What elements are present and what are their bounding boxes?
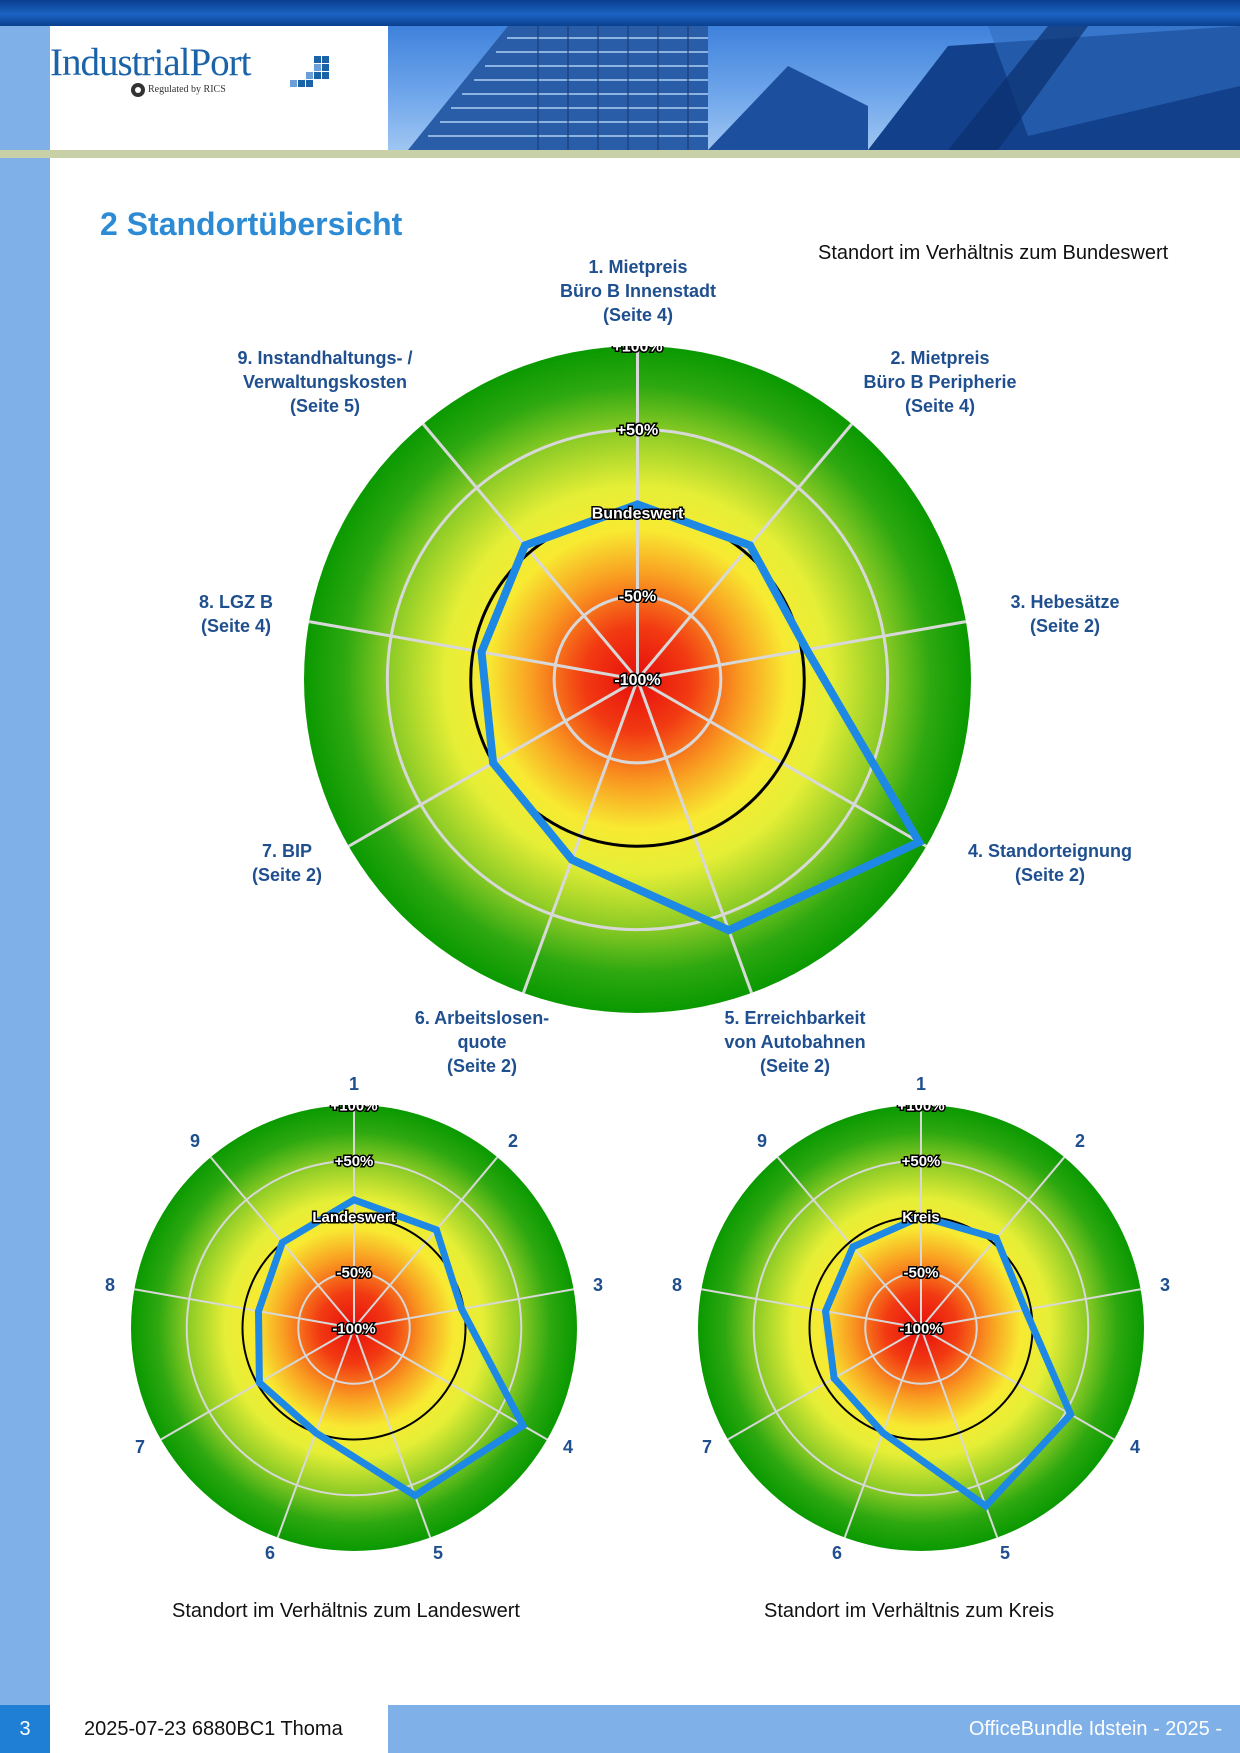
tick-label: Kreis bbox=[902, 1209, 940, 1226]
reference-ring bbox=[469, 511, 806, 848]
header-top-bar bbox=[0, 0, 1240, 26]
tick-label: -100% bbox=[332, 1320, 375, 1337]
rics-seal-icon bbox=[130, 82, 146, 103]
kreis-axis-num-9: 9 bbox=[756, 1131, 767, 1151]
data-point bbox=[459, 1307, 464, 1312]
logo-word-industrial: Industrial bbox=[50, 41, 190, 84]
main-chart-caption: Standort im Verhältnis zum Bundeswert bbox=[818, 242, 1169, 264]
footer-doc-title: OfficeBundle Idstein - 2025 - bbox=[968, 1718, 1222, 1740]
data-point bbox=[569, 857, 574, 862]
footer: 3 2025-07-23 6880BC1 Thoma OfficeBundle … bbox=[0, 1705, 1240, 1753]
data-point bbox=[983, 1504, 988, 1509]
radar-chart-kreis: +100% +50% Kreis -50% -100% bbox=[698, 1105, 1144, 1551]
data-point bbox=[748, 543, 753, 548]
logo-wordmark: IndustrialPort bbox=[50, 40, 251, 85]
kreis-axis-num-3: 3 bbox=[1159, 1275, 1170, 1295]
tick-label: -50% bbox=[619, 589, 656, 606]
tick-label: +100% bbox=[612, 346, 662, 356]
kreis-axis-num-2: 2 bbox=[1074, 1131, 1085, 1151]
data-point bbox=[413, 1493, 418, 1498]
axis-label-4: 4. Standorteignung (Seite 2) bbox=[968, 841, 1132, 885]
tick-label: -100% bbox=[614, 672, 660, 689]
axis-label-1: 1. Mietpreis Büro B Innenstadt (Seite 4) bbox=[560, 257, 716, 325]
footer-meta: 2025-07-23 6880BC1 Thoma bbox=[84, 1718, 343, 1740]
kreis-axis-num-4: 4 bbox=[1129, 1437, 1140, 1457]
landes-axis-num-5: 5 bbox=[432, 1543, 443, 1563]
kreis-axis-num-1: 1 bbox=[915, 1074, 926, 1094]
tick-label: +100% bbox=[330, 1105, 377, 1114]
landes-axis-num-7: 7 bbox=[134, 1437, 145, 1457]
header-banner-image bbox=[388, 26, 1240, 150]
series-line bbox=[254, 1195, 528, 1500]
data-point bbox=[994, 1236, 999, 1241]
data-point bbox=[352, 1197, 356, 1202]
footer-title-bar: OfficeBundle Idstein - 2025 - bbox=[388, 1705, 1240, 1753]
data-point bbox=[479, 649, 484, 654]
radar-chart-landeswert: +100% +50% Landeswert -50% -100% bbox=[131, 1105, 577, 1551]
landes-axis-num-1: 1 bbox=[348, 1074, 359, 1094]
kreis-axis-num-8: 8 bbox=[671, 1275, 682, 1295]
data-point bbox=[257, 1380, 262, 1385]
header-divider bbox=[0, 150, 1240, 158]
data-point bbox=[850, 1244, 855, 1249]
tick-label: +50% bbox=[617, 422, 658, 439]
data-point bbox=[280, 1240, 285, 1245]
tick-label: -50% bbox=[336, 1265, 371, 1282]
page-title: 2 Standortübersicht bbox=[100, 206, 403, 242]
data-point bbox=[256, 1309, 261, 1314]
data-point bbox=[832, 1376, 837, 1381]
landes-axis-num-8: 8 bbox=[104, 1275, 115, 1295]
reference-ring bbox=[241, 1215, 467, 1441]
data-point bbox=[1068, 1412, 1073, 1417]
data-point bbox=[917, 840, 922, 845]
series-line bbox=[477, 500, 925, 935]
tick-label: Landeswert bbox=[312, 1209, 395, 1226]
data-point bbox=[434, 1227, 439, 1232]
data-point bbox=[520, 1423, 525, 1428]
landes-axis-num-3: 3 bbox=[592, 1275, 603, 1295]
axis-label-8: 8. LGZ B (Seite 4) bbox=[198, 592, 273, 636]
kreis-axis-num-5: 5 bbox=[999, 1543, 1010, 1563]
tick-label: +50% bbox=[902, 1153, 941, 1170]
data-point bbox=[823, 1309, 828, 1314]
axis-label-3: 3. Hebesätze (Seite 2) bbox=[1010, 592, 1120, 636]
axis-label-5: 5. Erreichbarkeit von Autobahnen (Seite 2) bbox=[724, 1008, 866, 1076]
data-point bbox=[919, 1214, 923, 1219]
kreis-axis-num-7: 7 bbox=[701, 1437, 712, 1457]
series-line bbox=[821, 1212, 1075, 1511]
tick-label: Bundeswert bbox=[592, 505, 684, 522]
axis-label-2: 2. Mietpreis Büro B Peripherie (Seite 4) bbox=[863, 348, 1017, 416]
landes-chart-caption: Standort im Verhältnis zum Landeswert bbox=[172, 1600, 520, 1622]
logo bbox=[50, 26, 388, 150]
radar-chart-bundeswert: +100% +50% Bundeswert -50% -100% bbox=[304, 346, 971, 1013]
kreis-axis-num-6: 6 bbox=[831, 1543, 842, 1563]
logo-subtitle: Regulated by RICS bbox=[148, 84, 226, 95]
logo-word-port: Port bbox=[189, 41, 251, 84]
tick-label: -50% bbox=[903, 1265, 938, 1282]
kreis-chart-caption: Standort im Verhältnis zum Kreis bbox=[764, 1600, 1055, 1622]
axis-label-6: 6. Arbeitslosen-quote (Seite 2) bbox=[414, 1008, 550, 1076]
data-point bbox=[880, 1430, 885, 1435]
tick-label: -100% bbox=[899, 1320, 942, 1337]
data-point bbox=[1023, 1307, 1028, 1312]
left-accent-strip bbox=[0, 0, 50, 1705]
logo-squares-icon bbox=[252, 48, 338, 97]
axis-label-7: 7. BIP (Seite 2) bbox=[251, 841, 323, 885]
data-point bbox=[522, 543, 527, 548]
footer-page-number: 3 bbox=[0, 1705, 50, 1753]
data-point bbox=[491, 760, 496, 765]
tick-label: +50% bbox=[335, 1153, 374, 1170]
landes-axis-num-4: 4 bbox=[562, 1437, 573, 1457]
tick-label: +100% bbox=[897, 1105, 944, 1114]
data-point bbox=[804, 647, 809, 652]
data-point bbox=[313, 1430, 318, 1435]
data-point bbox=[726, 928, 731, 933]
axis-label-9: 9. Instandhaltungs- / Verwaltungskosten (S… bbox=[237, 348, 413, 416]
data-point bbox=[635, 502, 640, 507]
landes-axis-num-2: 2 bbox=[507, 1131, 518, 1151]
landes-axis-num-9: 9 bbox=[189, 1131, 200, 1151]
landes-axis-num-6: 6 bbox=[264, 1543, 275, 1563]
